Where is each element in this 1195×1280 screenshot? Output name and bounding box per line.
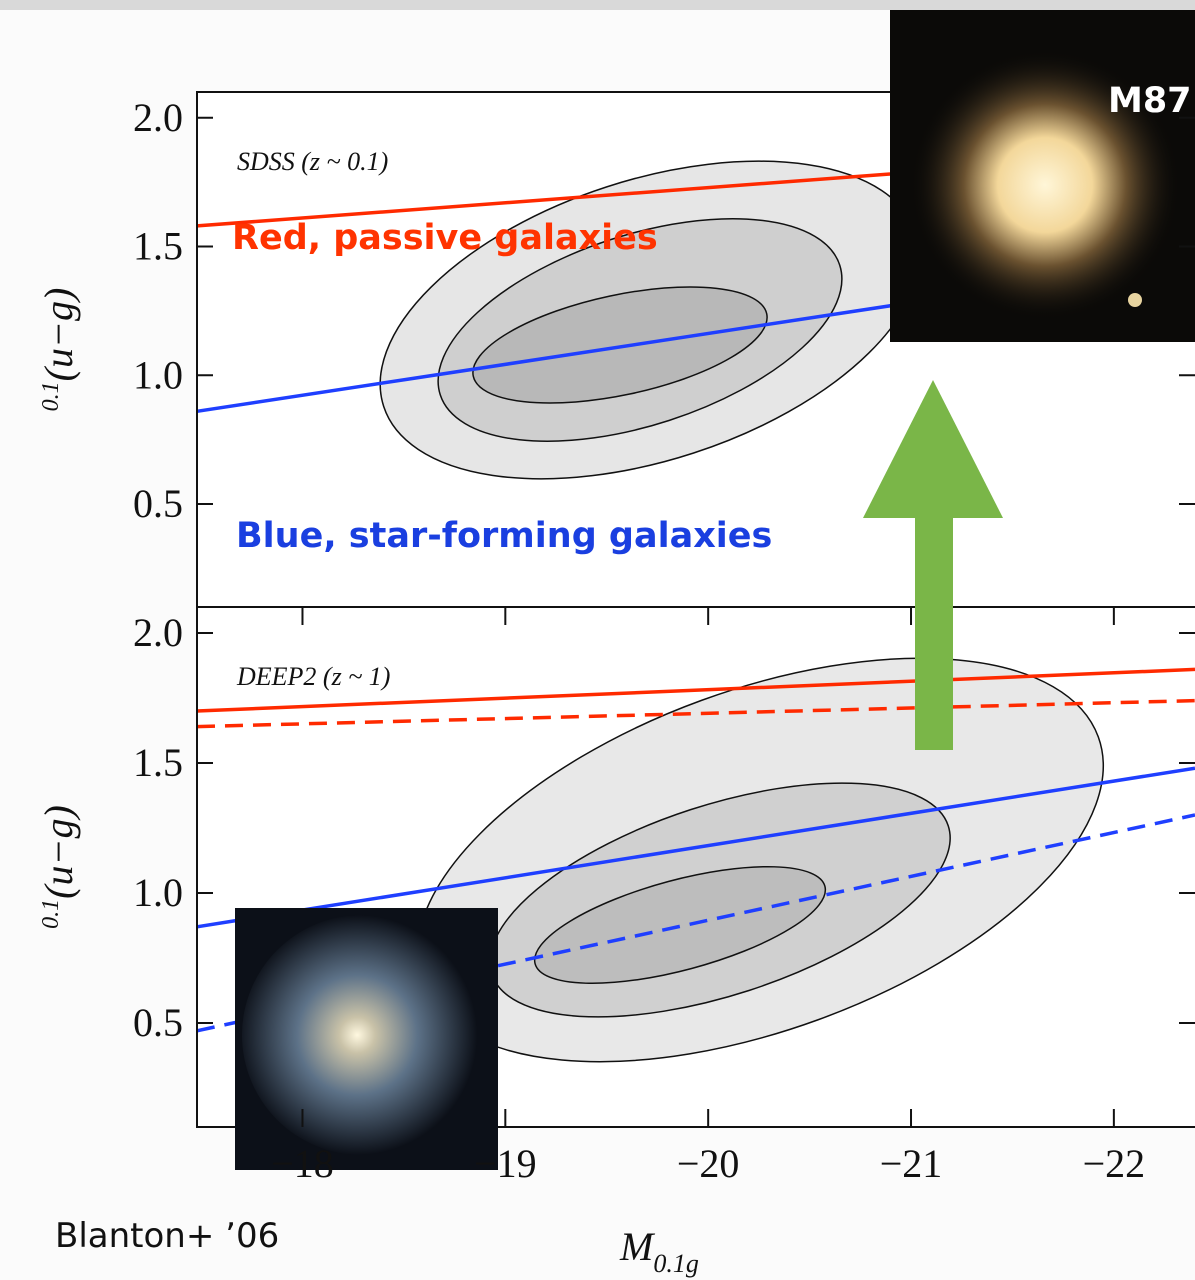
y-tick-label: 0.5	[133, 1000, 183, 1045]
y-tick-label: 2.0	[133, 610, 183, 655]
y-axis-label-text: (u−g)	[36, 805, 81, 899]
y-tick-label: 1.0	[133, 870, 183, 915]
spiral-galaxy	[242, 915, 482, 1155]
page: {"chart_data": [ {"type": "line", "annot…	[0, 0, 1195, 1280]
y-tick-label: 2.0	[133, 95, 183, 140]
y-axis-label-text: (u−g)	[36, 288, 81, 382]
x-axis-label-text: M	[619, 1224, 656, 1269]
panel-annotation: SDSS (z ~ 0.1)	[237, 147, 388, 176]
panel-annotation: DEEP2 (z ~ 1)	[236, 662, 390, 691]
y-tick-label: 1.0	[133, 352, 183, 397]
x-axis-label-subscript: 0.1g	[653, 1249, 699, 1278]
x-tick-label: −21	[880, 1141, 943, 1186]
top-band	[0, 0, 1195, 10]
spiral-image	[235, 908, 498, 1170]
citation: Blanton+ ’06	[55, 1216, 279, 1256]
x-tick-label: −19	[474, 1141, 537, 1186]
y-axis-label-superscript: 0.1	[38, 899, 64, 929]
slide: Red, passive galaxies Blue, star-forming…	[0, 0, 1195, 1280]
y-tick-label: 1.5	[133, 740, 183, 785]
m87-image: M87	[890, 10, 1195, 342]
x-tick-label: −18	[271, 1141, 334, 1186]
y-axis-label-superscript: 0.1	[38, 381, 64, 411]
red-label: Red, passive galaxies	[232, 218, 658, 258]
y-tick-label: 0.5	[133, 481, 183, 526]
image-label: M87	[1108, 81, 1192, 121]
blue-label: Blue, star-forming galaxies	[236, 516, 772, 556]
x-tick-label: −20	[677, 1141, 740, 1186]
x-tick-label: −22	[1083, 1141, 1146, 1186]
companion	[1128, 293, 1142, 307]
arrow-shaft	[915, 505, 953, 750]
y-tick-label: 1.5	[133, 224, 183, 269]
